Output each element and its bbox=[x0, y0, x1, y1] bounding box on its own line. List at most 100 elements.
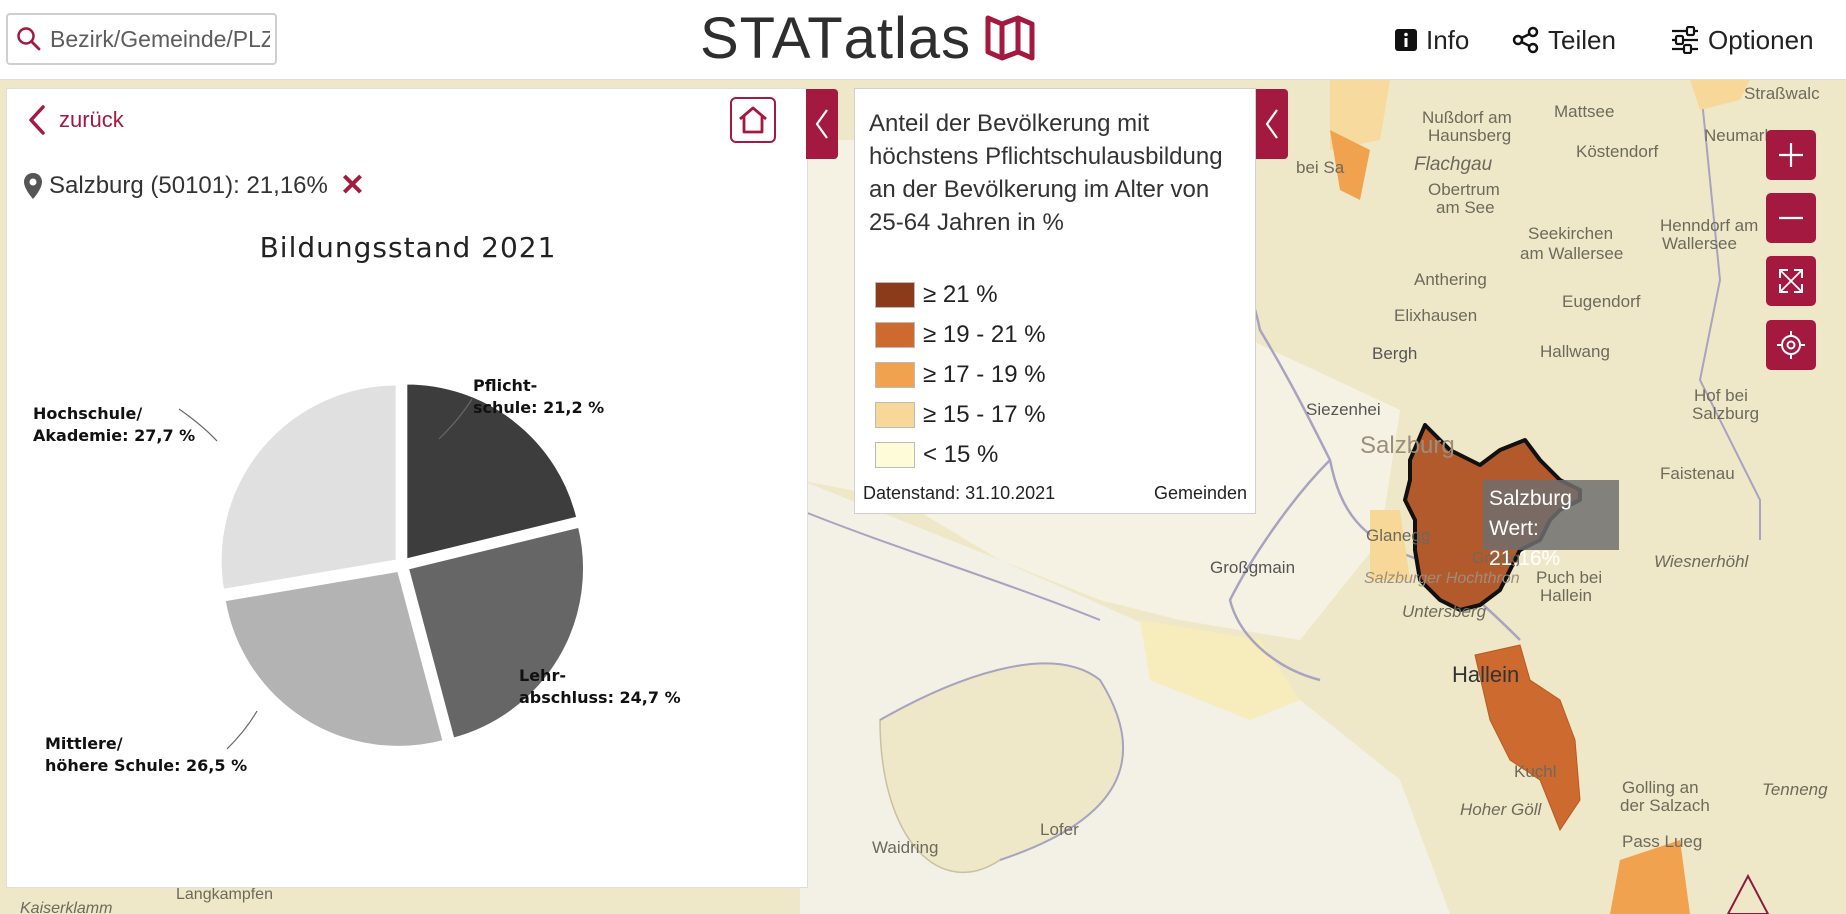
minus-icon bbox=[1779, 216, 1803, 220]
chart-title: Bildungsstand 2021 bbox=[259, 231, 557, 264]
map-label: Waidring bbox=[872, 838, 939, 857]
slice-label: Akademie: 27,7 % bbox=[33, 426, 195, 445]
map-label: Wallersee bbox=[1662, 234, 1737, 253]
chevron-left-icon bbox=[815, 109, 828, 139]
map-label: Salzburg bbox=[1692, 404, 1760, 423]
info-button[interactable]: Info bbox=[1394, 20, 1469, 60]
tooltip-value: Wert: 21,16% bbox=[1489, 517, 1561, 570]
map-label: Kaiserklamm bbox=[20, 900, 113, 914]
map-book-icon bbox=[985, 15, 1035, 61]
slice-label: abschluss: 24,7 % bbox=[519, 688, 681, 707]
legend-swatch bbox=[875, 362, 915, 388]
legend-swatch bbox=[875, 322, 915, 348]
map-label: Hof bei bbox=[1694, 386, 1748, 405]
legend-label: ≥ 15 - 17 % bbox=[923, 401, 1046, 428]
search-icon bbox=[17, 27, 41, 51]
legend-swatch bbox=[875, 282, 915, 308]
legend-label: < 15 % bbox=[923, 441, 999, 468]
legend-label: ≥ 17 - 19 % bbox=[923, 361, 1046, 388]
map-label: Elixhausen bbox=[1394, 306, 1478, 325]
home-icon bbox=[739, 106, 767, 134]
legend-swatch bbox=[875, 442, 915, 468]
slice-label: Lehr- bbox=[519, 666, 566, 685]
legend-label: ≥ 21 % bbox=[923, 281, 998, 308]
legend-collapse-button[interactable] bbox=[1256, 89, 1288, 159]
selected-location: Salzburg (50101): 21,16% ✕ bbox=[23, 171, 365, 201]
plus-icon bbox=[1779, 143, 1803, 167]
map-label: Hoher Göll bbox=[1460, 800, 1542, 819]
map-label: Seekirchen bbox=[1528, 224, 1614, 243]
map-tooltip: Salzburg Wert: 21,16% bbox=[1483, 480, 1619, 570]
info-label: Info bbox=[1426, 24, 1470, 55]
fit-extent-button[interactable] bbox=[1766, 256, 1816, 306]
home-button[interactable] bbox=[730, 97, 776, 143]
legend-title: Anteil der Bevölkerung mit höchstens Pfl… bbox=[869, 110, 1223, 236]
map-label: Haunsberg bbox=[1428, 126, 1512, 145]
slice-label: höhere Schule: 26,5 % bbox=[45, 756, 247, 775]
map-label: Langkampfen bbox=[176, 886, 273, 903]
search-input[interactable] bbox=[50, 25, 270, 53]
admin-level[interactable]: Gemeinden bbox=[1153, 483, 1247, 503]
map-label: Grödig bbox=[1472, 550, 1521, 567]
map-label: Flachgau bbox=[1414, 154, 1493, 175]
legend-panel: Anteil der Bevölkerung mit höchstens Pfl… bbox=[854, 88, 1256, 514]
chevron-left-icon bbox=[29, 105, 45, 135]
zoom-out-button[interactable] bbox=[1766, 193, 1816, 243]
map-label: Wiesnerhöhl bbox=[1654, 552, 1749, 571]
brand-logo[interactable]: STATatlas bbox=[700, 5, 1035, 71]
pie-slice[interactable] bbox=[405, 382, 579, 561]
info-icon bbox=[1395, 29, 1417, 51]
pie-slice[interactable] bbox=[223, 569, 445, 748]
slice-connector-line bbox=[467, 648, 513, 680]
map-label: Nußdorf am bbox=[1422, 108, 1512, 127]
share-button[interactable]: Teilen bbox=[1512, 20, 1616, 60]
map-label: Hallwang bbox=[1540, 342, 1610, 361]
slice-connector-line bbox=[438, 398, 473, 440]
map-label: Hallein bbox=[1540, 586, 1592, 605]
map-label: Kuchl bbox=[1514, 762, 1557, 781]
slice-label: schule: 21,2 % bbox=[473, 398, 604, 417]
map-label: Bergh bbox=[1372, 344, 1418, 363]
remove-selection-button[interactable]: ✕ bbox=[339, 169, 365, 202]
pie-slice[interactable] bbox=[219, 383, 398, 592]
map-label: Eugendorf bbox=[1562, 292, 1641, 311]
map-label: Großgmain bbox=[1210, 558, 1296, 577]
tooltip-name: Salzburg bbox=[1489, 487, 1572, 510]
map-label: bei Sa bbox=[1296, 158, 1345, 177]
map-label: Köstendorf bbox=[1576, 142, 1659, 161]
map-label: Tenneng bbox=[1762, 780, 1828, 799]
slice-label: Hochschule/ bbox=[33, 404, 142, 423]
legend-swatch bbox=[875, 402, 915, 428]
legend-item: ≥ 15 - 17 % bbox=[875, 395, 1046, 435]
legend-item: ≥ 21 % bbox=[875, 275, 1046, 315]
back-label: zurück bbox=[59, 107, 124, 132]
map-label: Obertrum bbox=[1428, 180, 1500, 199]
zoom-in-button[interactable] bbox=[1766, 130, 1816, 180]
data-date: Datenstand: 31.10.2021 bbox=[863, 483, 1056, 503]
slice-connector-line bbox=[178, 408, 218, 442]
map-label: Anthering bbox=[1414, 270, 1487, 289]
legend-list: ≥ 21 % ≥ 19 - 21 % ≥ 17 - 19 % ≥ 15 - 17… bbox=[875, 275, 1046, 475]
back-link[interactable]: zurück bbox=[29, 105, 124, 135]
slice-connector-line bbox=[226, 710, 258, 750]
legend-item: < 15 % bbox=[875, 435, 1046, 475]
search-box[interactable] bbox=[6, 13, 277, 65]
map-label: Siezenhei bbox=[1306, 400, 1381, 419]
map-label: Faistenau bbox=[1660, 464, 1735, 483]
map-label: Untersberg bbox=[1402, 602, 1487, 621]
map-label: Glanegg bbox=[1366, 526, 1431, 545]
locate-button[interactable] bbox=[1766, 320, 1816, 370]
location-label: Salzburg (50101): 21,16% bbox=[49, 172, 328, 199]
options-label: Optionen bbox=[1708, 24, 1814, 55]
options-button[interactable]: Optionen bbox=[1670, 20, 1814, 60]
share-label: Teilen bbox=[1548, 24, 1616, 55]
location-pin-icon bbox=[24, 173, 42, 199]
brand-stat: STAT bbox=[700, 5, 844, 71]
slice-label: Pflicht- bbox=[473, 376, 537, 395]
map-label: Straßwalc bbox=[1744, 84, 1820, 103]
expand-icon bbox=[1779, 269, 1803, 293]
pie-slice[interactable] bbox=[406, 525, 586, 740]
panel-collapse-button[interactable] bbox=[806, 89, 838, 159]
map-label: Hallein bbox=[1452, 662, 1520, 687]
pie-chart: Pflicht-schule: 21,2 % Lehr-abschluss: 24… bbox=[33, 376, 681, 775]
